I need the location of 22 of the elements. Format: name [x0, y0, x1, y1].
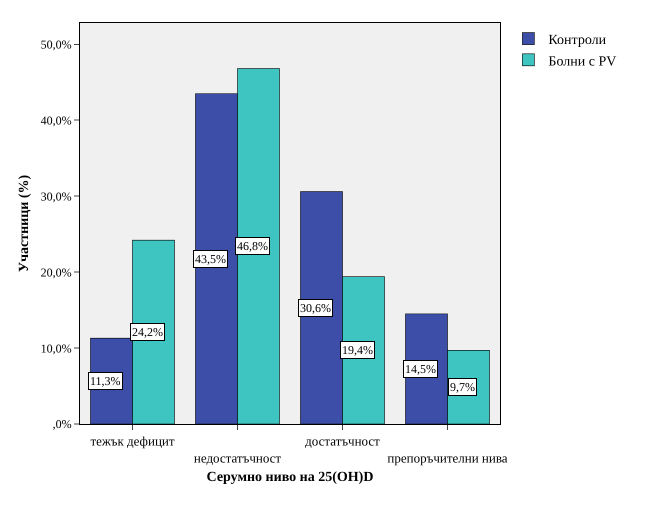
legend-label: Болни с PV [548, 54, 616, 70]
data-label: 43,5% [195, 252, 226, 266]
legend-label: Контроли [548, 33, 607, 48]
y-tick-label: 30,0% [40, 189, 72, 204]
x-tick-label: недостатъчност [194, 450, 282, 466]
y-tick-label: 40,0% [40, 113, 72, 128]
data-label: 11,3% [90, 374, 121, 388]
y-tick-label: ,0% [52, 417, 72, 432]
y-tick-label: 20,0% [40, 265, 72, 280]
data-label: 9,7% [450, 380, 475, 394]
y-tick-label: 50,0% [40, 37, 72, 52]
data-label: 14,5% [405, 362, 436, 376]
data-label: 24,2% [132, 325, 163, 339]
x-tick-label: тежък дефицит [90, 434, 175, 449]
x-tick-label: препоръчителни нива [387, 450, 508, 466]
data-label: 19,4% [342, 343, 373, 357]
y-axis-title: Участници (%) [17, 174, 32, 272]
x-axis-title: Серумно ниво на 25(OH)D [206, 470, 374, 485]
y-tick-label: 10,0% [40, 341, 72, 356]
x-tick-label: достатъчност [305, 434, 380, 449]
data-label: 30,6% [300, 301, 331, 315]
data-label: 46,8% [237, 239, 268, 253]
